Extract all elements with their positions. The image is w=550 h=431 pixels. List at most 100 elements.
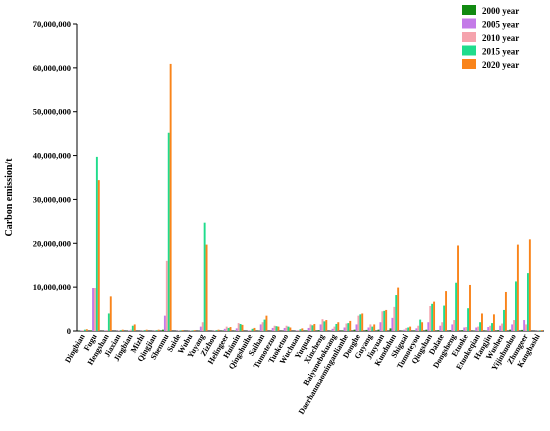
legend-swatch <box>462 19 476 29</box>
bar <box>84 330 86 331</box>
bar <box>477 327 479 331</box>
bar <box>262 322 264 331</box>
bar <box>527 273 529 331</box>
bar <box>390 328 392 331</box>
bar <box>240 324 242 331</box>
bar <box>325 320 327 331</box>
bar <box>224 329 226 331</box>
bar <box>337 322 339 331</box>
y-axis-label: Carbon emission/t <box>4 158 15 237</box>
bar <box>445 291 447 331</box>
bar <box>333 327 335 331</box>
bar <box>359 314 361 331</box>
bar <box>322 319 324 331</box>
bar <box>158 330 160 331</box>
bar <box>320 324 322 331</box>
bar <box>299 329 301 331</box>
bar <box>513 320 515 331</box>
bar <box>200 327 202 331</box>
bar <box>479 322 481 331</box>
bar <box>106 330 108 331</box>
bar <box>509 330 511 331</box>
bar <box>94 288 96 331</box>
bar <box>308 328 310 331</box>
bar <box>156 330 158 331</box>
bar <box>449 330 451 331</box>
bar <box>170 64 172 331</box>
bar <box>192 330 194 331</box>
y-tick-label: 30,000,000 <box>33 194 71 204</box>
bar <box>437 330 439 331</box>
legend-swatch <box>462 46 476 56</box>
y-tick-label: 50,000,000 <box>33 107 71 117</box>
bar <box>356 324 358 331</box>
bar <box>242 325 244 331</box>
bar <box>286 326 288 331</box>
bar <box>523 320 525 331</box>
bar <box>539 330 541 331</box>
axes <box>77 24 544 331</box>
bar <box>421 322 423 331</box>
bar <box>505 292 507 331</box>
bar <box>455 283 457 331</box>
bar <box>82 330 84 331</box>
bar <box>313 324 315 331</box>
bar <box>413 330 415 331</box>
bar <box>238 323 240 331</box>
x-axis-ticks: DingbianFuguHengshanJiaxianJingbianMizhi… <box>63 332 542 416</box>
bar <box>419 320 421 331</box>
bar <box>443 306 445 331</box>
bar <box>369 324 371 331</box>
bar <box>515 281 517 331</box>
bar <box>497 330 499 331</box>
bar <box>385 310 387 331</box>
bar <box>96 157 98 331</box>
bar <box>310 324 312 331</box>
bar <box>373 324 375 331</box>
y-tick-label: 0 <box>67 326 71 336</box>
bar <box>501 324 503 331</box>
bar <box>306 330 308 331</box>
bar <box>441 322 443 331</box>
bar <box>342 330 344 331</box>
bar <box>216 330 218 331</box>
bar <box>144 330 146 331</box>
bar <box>378 330 380 331</box>
bar <box>264 320 266 331</box>
bar <box>206 245 208 331</box>
bar <box>367 327 369 331</box>
bar <box>228 328 230 331</box>
bar <box>180 330 182 331</box>
bar <box>108 313 110 331</box>
bar <box>383 311 385 331</box>
bar <box>475 327 477 331</box>
bar <box>274 326 276 331</box>
bar <box>461 330 463 331</box>
bar <box>453 320 455 331</box>
bar <box>162 330 164 331</box>
bar <box>311 325 313 331</box>
legend-swatch <box>462 59 476 69</box>
bar <box>164 316 166 331</box>
bar <box>194 330 196 331</box>
bar <box>288 327 290 331</box>
bar <box>379 322 381 331</box>
bar <box>391 318 393 331</box>
bar <box>86 329 88 331</box>
legend-label: 2000 year <box>482 6 519 16</box>
y-tick-label: 60,000,000 <box>33 63 71 73</box>
bar <box>218 330 220 331</box>
bar <box>323 321 325 331</box>
bar <box>469 285 471 331</box>
bar <box>465 327 467 331</box>
bar <box>395 295 397 331</box>
bar <box>344 327 346 331</box>
bar <box>429 306 431 331</box>
y-tick-label: 40,000,000 <box>33 151 71 161</box>
bar <box>393 307 395 331</box>
bar <box>433 302 435 331</box>
bar <box>457 245 459 331</box>
bar <box>503 310 505 331</box>
